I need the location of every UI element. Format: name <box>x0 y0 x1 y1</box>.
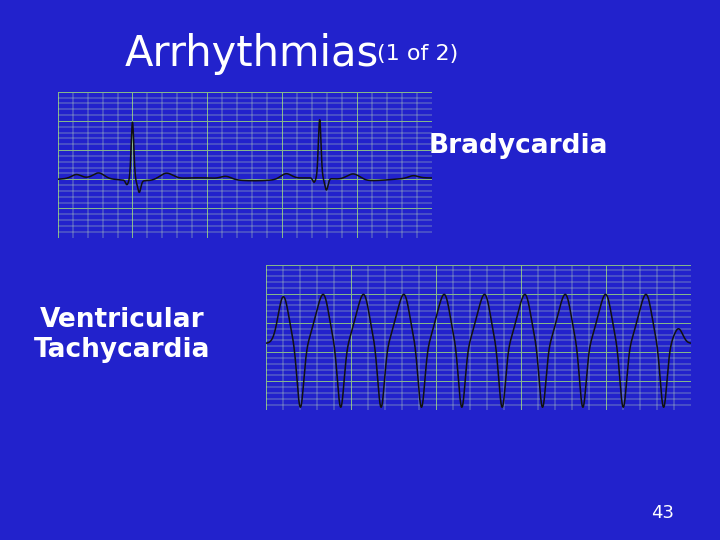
Text: Ventricular
Tachycardia: Ventricular Tachycardia <box>34 307 211 363</box>
Text: 43: 43 <box>651 504 674 522</box>
Text: Bradycardia: Bradycardia <box>428 133 608 159</box>
Text: Arrhythmias: Arrhythmias <box>125 33 379 75</box>
Text: (1 of 2): (1 of 2) <box>377 44 458 64</box>
